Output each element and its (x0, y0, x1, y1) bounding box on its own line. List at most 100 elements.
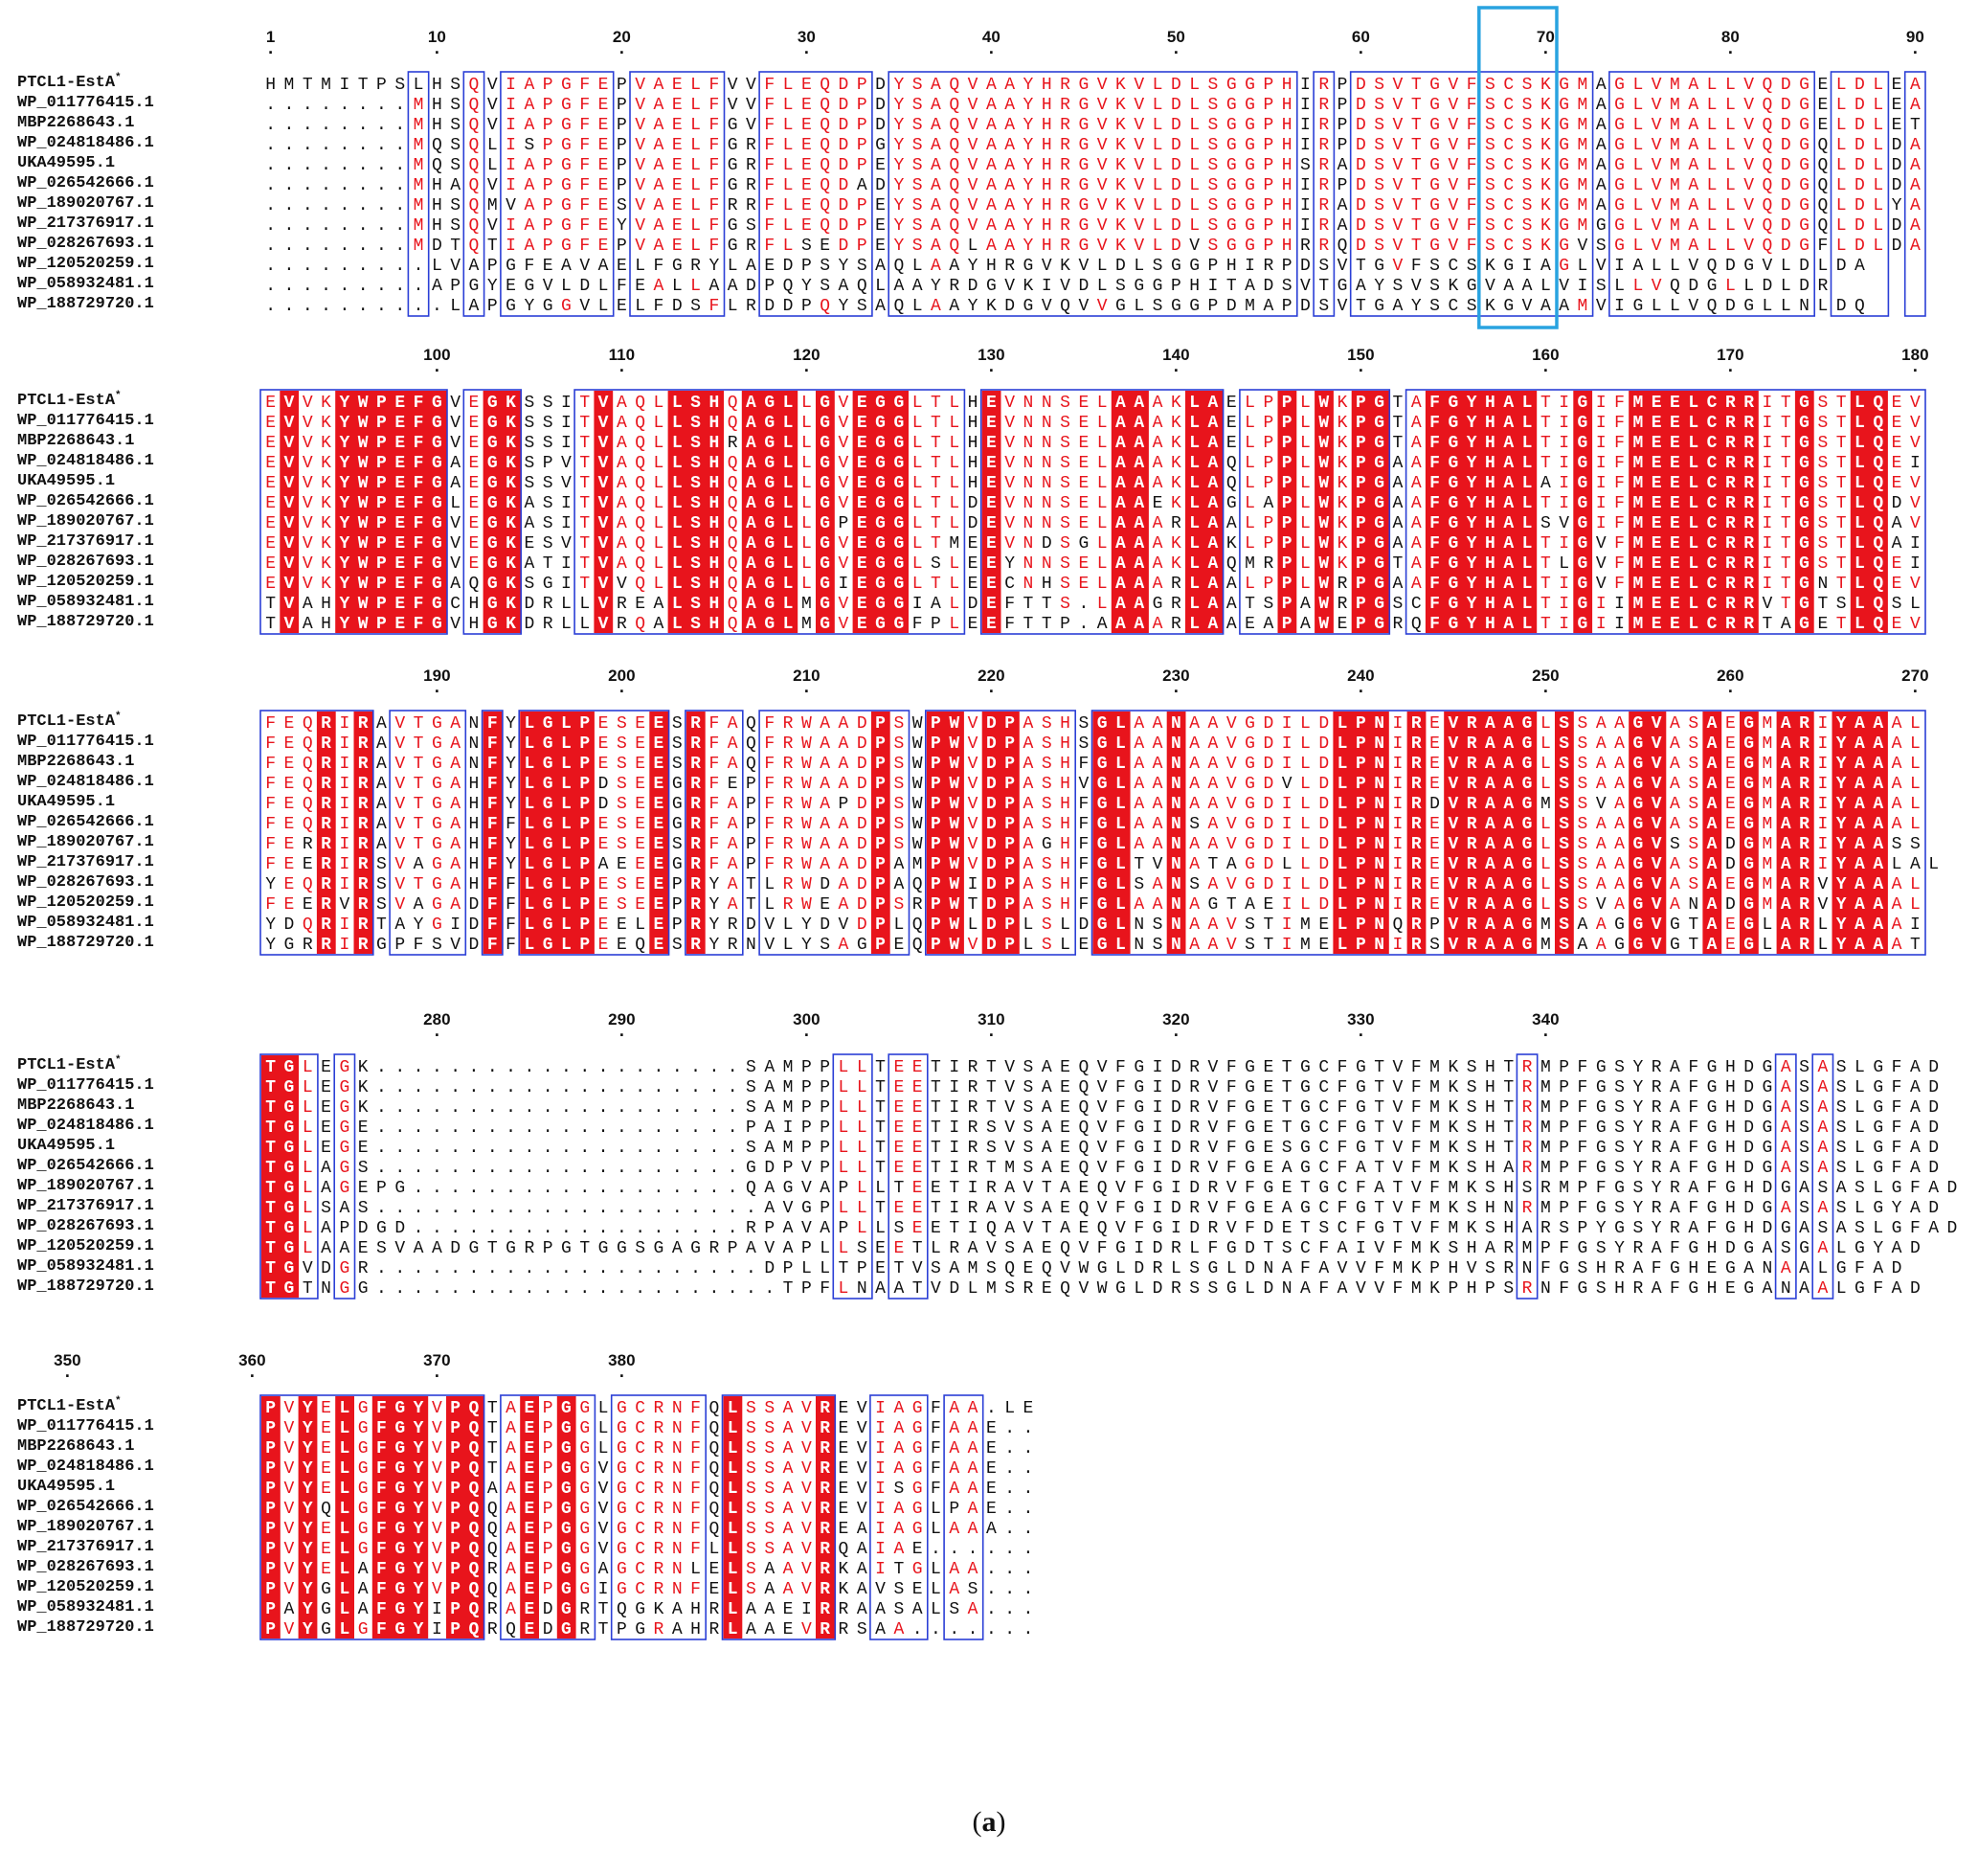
residue: E (469, 414, 480, 433)
residue: D (672, 297, 683, 316)
residue: H (1060, 775, 1070, 794)
residue: L (339, 1580, 349, 1599)
residue: F (487, 735, 498, 754)
residue: N (672, 1500, 683, 1519)
residue: E (321, 1480, 331, 1499)
residue: V (968, 176, 978, 195)
residue: A (1411, 474, 1422, 493)
residue: E (358, 1119, 369, 1138)
residue: . (469, 1199, 480, 1218)
identity-column (1425, 391, 1445, 633)
residue: P (1337, 136, 1348, 155)
residue: D (857, 714, 867, 734)
residue: V (450, 434, 461, 453)
residue: L (1337, 855, 1348, 874)
residue: H (1282, 76, 1292, 95)
residue: A (764, 1058, 775, 1077)
residue: . (469, 1078, 480, 1097)
residue: T (1503, 1098, 1514, 1118)
residue: . (598, 1139, 609, 1158)
residue: . (450, 1279, 461, 1299)
residue: M (1245, 297, 1255, 316)
residue: A (450, 895, 461, 915)
residue: V (1097, 176, 1108, 195)
residue: P (1263, 96, 1273, 115)
residue: T (1781, 454, 1791, 473)
residue: E (893, 936, 904, 955)
residue: V (1596, 895, 1607, 915)
residue: L (1854, 1119, 1865, 1138)
residue: W (949, 775, 959, 794)
residue: R (1522, 1159, 1533, 1178)
residue: L (875, 277, 886, 296)
residue: L (690, 237, 701, 256)
residue: E (1652, 575, 1662, 594)
residue: I (949, 1199, 959, 1218)
residue: A (820, 775, 830, 794)
residue: I (1282, 815, 1292, 834)
residue: F (1892, 1078, 1902, 1097)
residue: R (708, 1239, 719, 1258)
residue: H (1485, 615, 1495, 634)
residue: A (1485, 855, 1495, 874)
residue: . (376, 237, 387, 256)
residue: G (893, 514, 904, 533)
position-tick-label: 330 (1347, 1010, 1374, 1028)
residue: F (1411, 257, 1422, 276)
residue: Y (968, 297, 978, 316)
residue: S (376, 895, 387, 915)
residue: Y (893, 116, 904, 135)
residue: I (1042, 277, 1052, 296)
residue: Y (339, 595, 349, 614)
residue: A (1854, 835, 1865, 854)
residue: A (764, 1078, 775, 1097)
residue: G (1725, 1219, 1736, 1238)
residue: G (1429, 116, 1440, 135)
residue: F (487, 815, 498, 834)
residue: V (1448, 237, 1458, 256)
residue: L (1115, 795, 1126, 814)
residue: E (801, 76, 812, 95)
residue: R (820, 1480, 830, 1499)
residue: G (1596, 1139, 1607, 1158)
residue: L (561, 775, 572, 794)
residue: A (1910, 136, 1921, 155)
residue: F (414, 514, 424, 533)
residue: C (1503, 96, 1514, 115)
residue: G (1429, 216, 1440, 236)
residue: I (339, 835, 349, 854)
residue: V (1393, 216, 1404, 236)
residue: G (1429, 237, 1440, 256)
residue: I (1910, 915, 1921, 935)
residue: R (1467, 855, 1477, 874)
residue: E (1652, 595, 1662, 614)
residue: T (1540, 575, 1551, 594)
residue: P (543, 1560, 553, 1579)
residue: . (635, 1259, 645, 1278)
residue: N (1282, 1279, 1292, 1299)
residue: A (617, 554, 627, 574)
residue: T (1836, 514, 1847, 533)
residue: V (1356, 1259, 1366, 1278)
residue: R (1522, 1279, 1533, 1299)
residue: N (672, 1560, 683, 1579)
residue: G (1226, 116, 1237, 135)
residue: V (303, 454, 313, 473)
residue: S (1688, 755, 1698, 774)
residue: E (857, 494, 867, 513)
residue: S (1578, 735, 1588, 754)
residue: L (579, 595, 590, 614)
residue: D (1263, 1279, 1273, 1299)
identity-column (852, 391, 872, 633)
residue: A (339, 1199, 349, 1218)
residue: L (1189, 156, 1200, 175)
residue: L (764, 895, 775, 915)
residue: A (1115, 414, 1126, 433)
residue: T (746, 895, 756, 915)
residue: G (1763, 1058, 1773, 1077)
residue: L (524, 855, 534, 874)
residue: . (303, 136, 313, 155)
residue: V (1596, 795, 1607, 814)
residue: V (1004, 434, 1015, 453)
identity-column (1499, 712, 1518, 954)
